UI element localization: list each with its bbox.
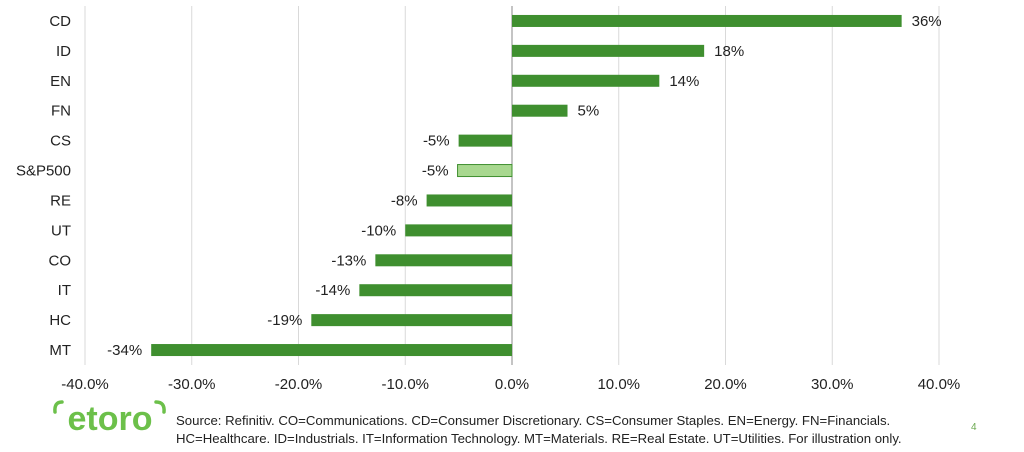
chart-footnote: Source: Refinitiv. CO=Communications. CD… xyxy=(176,412,1022,448)
logo-wordmark: etoro xyxy=(68,400,153,436)
x-tick-label: -20.0% xyxy=(275,376,323,393)
category-label-fn: FN xyxy=(51,103,71,120)
data-label-cd: 36% xyxy=(912,13,942,30)
footnote-line-1: Source: Refinitiv. CO=Communications. CD… xyxy=(176,413,891,428)
data-label-it: -14% xyxy=(315,282,350,299)
x-tick-label: -40.0% xyxy=(61,376,109,393)
category-label-cs: CS xyxy=(50,133,71,150)
gridlines xyxy=(84,6,940,365)
x-axis-tick-labels: -40.0% -30.0% -20.0% -10.0% 0.0% 10.0% 20.0% 30… xyxy=(61,376,960,393)
data-label-s-p500: -5% xyxy=(422,163,449,180)
data-label-co: -13% xyxy=(331,252,366,269)
bar-hc xyxy=(311,314,512,327)
x-tick-label: 30.0% xyxy=(811,376,854,393)
bar-s-p500 xyxy=(457,164,513,178)
data-label-mt: -34% xyxy=(107,342,142,359)
data-labels: 36%18%14%5%-5%-5%-8%-10%-13%-14%-19%-34% xyxy=(107,13,942,359)
data-label-fn: 5% xyxy=(578,103,600,120)
x-tick-label: 0.0% xyxy=(495,376,529,393)
category-label-hc: HC xyxy=(49,312,71,329)
x-tick-label: -10.0% xyxy=(381,376,429,393)
bar-en xyxy=(512,74,660,87)
etoro-logo: etoro xyxy=(53,400,166,436)
category-label-re: RE xyxy=(50,192,71,209)
page-number: 4 xyxy=(971,422,977,433)
x-tick-label: 40.0% xyxy=(918,376,961,393)
x-tick-label: 10.0% xyxy=(597,376,640,393)
data-label-hc: -19% xyxy=(267,312,302,329)
footnote-line-2: HC=Healthcare. ID=Industrials. IT=Inform… xyxy=(176,431,902,446)
category-label-mt: MT xyxy=(49,342,71,359)
sector-bar-chart: CD ID EN FN CS S&P500 RE UT CO IT HC MT 36% 18% 14% 5%… xyxy=(16,6,960,393)
data-label-en: 14% xyxy=(669,73,699,90)
bar-mt xyxy=(151,344,512,357)
category-label-it: IT xyxy=(58,282,71,299)
x-tick-label: 20.0% xyxy=(704,376,747,393)
category-label-s-p500: S&P500 xyxy=(16,163,71,180)
category-label-en: EN xyxy=(50,73,71,90)
category-label-cd: CD xyxy=(49,13,71,30)
data-label-re: -8% xyxy=(391,192,418,209)
category-label-ut: UT xyxy=(51,222,71,239)
bar-id xyxy=(512,44,705,57)
bar-ut xyxy=(405,224,512,237)
bars xyxy=(151,14,902,357)
data-label-id: 18% xyxy=(714,43,744,60)
x-tick-label: -30.0% xyxy=(168,376,216,393)
bar-cd xyxy=(512,14,902,27)
bar-it xyxy=(359,284,512,297)
logo-right-swoosh-icon xyxy=(154,400,166,414)
bar-co xyxy=(375,254,512,267)
bar-cs xyxy=(458,134,512,147)
category-label-id: ID xyxy=(56,43,71,60)
category-label-co: CO xyxy=(49,252,72,269)
logo-left-swoosh-icon xyxy=(53,400,64,414)
bar-fn xyxy=(512,104,568,117)
data-label-ut: -10% xyxy=(361,222,396,239)
bar-re xyxy=(426,194,512,207)
category-labels: CD ID EN FN CS S&P500 RE UT CO IT HC MT xyxy=(16,13,71,359)
data-label-cs: -5% xyxy=(423,133,450,150)
